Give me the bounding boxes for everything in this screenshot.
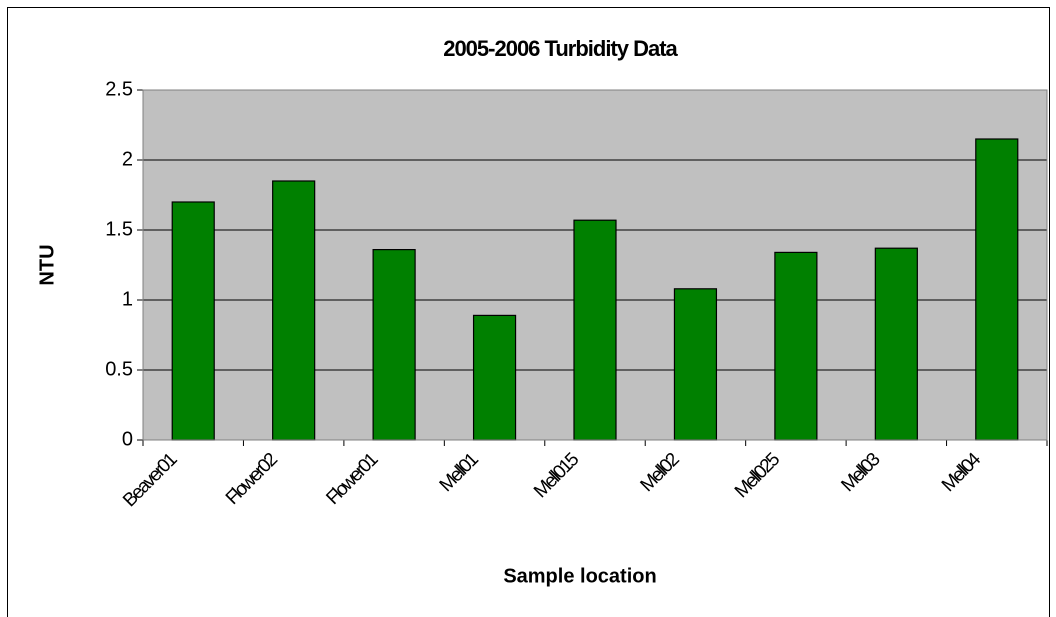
bar <box>774 251 818 441</box>
plot-border <box>142 89 1048 441</box>
x-tick-label: Beaver01 <box>119 449 181 511</box>
bar <box>573 219 617 441</box>
x-tick-label: Mell04 <box>938 449 986 497</box>
bar <box>472 314 517 441</box>
x-tick-label: Flower01 <box>322 449 382 509</box>
bar <box>874 247 918 441</box>
y-tick-label: 2.5 <box>105 78 133 100</box>
x-tick-label: Mell02 <box>637 449 684 496</box>
bar <box>372 249 416 441</box>
x-tick-label: Mell03 <box>837 449 884 496</box>
chart-title: 2005-2006 Turbidity Data <box>443 36 678 61</box>
y-axis-title: NTU <box>36 244 58 285</box>
chart-border <box>7 7 1050 617</box>
y-tick-label: 0.5 <box>105 358 133 380</box>
bar <box>673 288 718 441</box>
y-tick-label: 0 <box>122 428 133 450</box>
x-tick-label: Mell015 <box>530 449 583 502</box>
y-tick-label: 2 <box>122 148 133 170</box>
bar <box>272 180 316 441</box>
y-tick-label: 1.5 <box>105 218 133 240</box>
x-axis-title: Sample location <box>503 565 656 587</box>
x-tick-label: Flower02 <box>222 449 282 509</box>
x-tick-label: Mell01 <box>436 449 483 496</box>
bar <box>171 201 215 441</box>
y-tick-label: 1 <box>122 288 133 310</box>
x-tick-label: Mell025 <box>731 449 784 502</box>
bar <box>975 138 1019 441</box>
